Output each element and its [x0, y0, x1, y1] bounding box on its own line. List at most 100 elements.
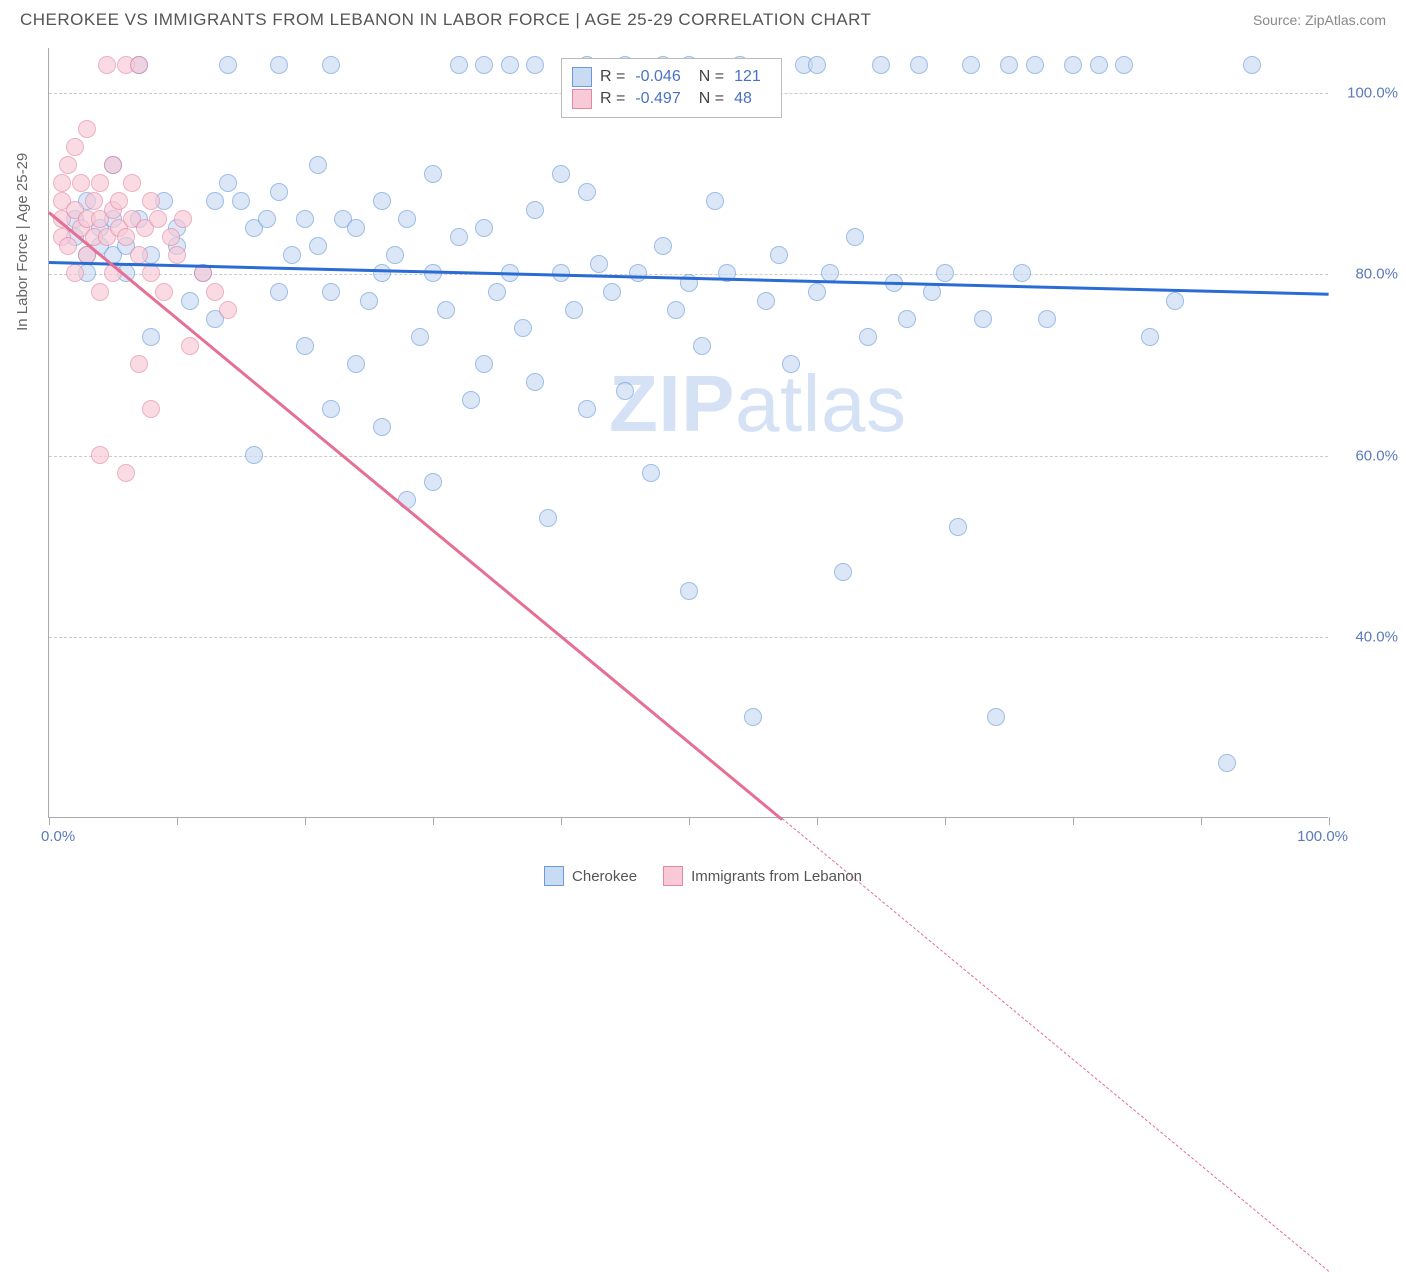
stat-row: R =-0.497N =48: [572, 89, 771, 109]
data-point: [437, 301, 455, 319]
data-point: [219, 56, 237, 74]
x-tick: [177, 817, 178, 825]
x-tick: [817, 817, 818, 825]
data-point: [78, 120, 96, 138]
data-point: [296, 210, 314, 228]
data-point: [130, 246, 148, 264]
data-point: [450, 56, 468, 74]
series-swatch: [572, 67, 592, 87]
data-point: [808, 56, 826, 74]
data-point: [578, 400, 596, 418]
chart-title: CHEROKEE VS IMMIGRANTS FROM LEBANON IN L…: [20, 10, 871, 30]
data-point: [411, 328, 429, 346]
x-tick: [1201, 817, 1202, 825]
data-point: [117, 228, 135, 246]
data-point: [149, 210, 167, 228]
data-point: [162, 228, 180, 246]
data-point: [373, 264, 391, 282]
stat-row: R =-0.046N =121: [572, 67, 771, 87]
data-point: [680, 582, 698, 600]
data-point: [962, 56, 980, 74]
bottom-legend: CherokeeImmigrants from Lebanon: [544, 866, 862, 886]
y-tick-label: 60.0%: [1355, 447, 1398, 464]
data-point: [386, 246, 404, 264]
data-point: [565, 301, 583, 319]
data-point: [270, 283, 288, 301]
data-point: [168, 246, 186, 264]
data-point: [130, 355, 148, 373]
data-point: [59, 237, 77, 255]
data-point: [834, 563, 852, 581]
data-point: [130, 56, 148, 74]
x-label-end: 100.0%: [1297, 828, 1348, 845]
data-point: [1218, 754, 1236, 772]
data-point: [859, 328, 877, 346]
legend-label: Immigrants from Lebanon: [691, 868, 862, 885]
data-point: [206, 283, 224, 301]
data-point: [526, 56, 544, 74]
data-point: [1000, 56, 1018, 74]
data-point: [1013, 264, 1031, 282]
data-point: [91, 283, 109, 301]
data-point: [373, 192, 391, 210]
data-point: [91, 174, 109, 192]
scatter-chart: ZIPatlas 40.0%60.0%80.0%100.0%0.0%100.0%…: [48, 48, 1328, 818]
data-point: [347, 219, 365, 237]
data-point: [526, 201, 544, 219]
data-point: [98, 56, 116, 74]
y-tick-label: 80.0%: [1355, 266, 1398, 283]
data-point: [123, 174, 141, 192]
gridline: [49, 456, 1328, 457]
legend-swatch: [544, 866, 564, 886]
data-point: [1141, 328, 1159, 346]
legend-item: Immigrants from Lebanon: [663, 866, 862, 886]
x-tick: [689, 817, 690, 825]
data-point: [552, 165, 570, 183]
data-point: [91, 446, 109, 464]
data-point: [475, 355, 493, 373]
data-point: [1166, 292, 1184, 310]
data-point: [270, 183, 288, 201]
data-point: [322, 400, 340, 418]
data-point: [53, 174, 71, 192]
x-tick: [49, 817, 50, 825]
data-point: [72, 174, 90, 192]
data-point: [475, 219, 493, 237]
chart-header: CHEROKEE VS IMMIGRANTS FROM LEBANON IN L…: [0, 0, 1406, 30]
x-tick: [561, 817, 562, 825]
data-point: [142, 328, 160, 346]
data-point: [654, 237, 672, 255]
x-tick: [305, 817, 306, 825]
x-tick: [433, 817, 434, 825]
data-point: [706, 192, 724, 210]
data-point: [974, 310, 992, 328]
data-point: [322, 283, 340, 301]
data-point: [232, 192, 250, 210]
data-point: [987, 708, 1005, 726]
y-tick-label: 40.0%: [1355, 628, 1398, 645]
data-point: [270, 56, 288, 74]
data-point: [85, 192, 103, 210]
data-point: [283, 246, 301, 264]
data-point: [142, 192, 160, 210]
data-point: [462, 391, 480, 409]
data-point: [488, 283, 506, 301]
data-point: [616, 382, 634, 400]
data-point: [808, 283, 826, 301]
data-point: [142, 264, 160, 282]
data-point: [910, 56, 928, 74]
data-point: [475, 56, 493, 74]
data-point: [66, 138, 84, 156]
data-point: [398, 210, 416, 228]
data-point: [66, 264, 84, 282]
x-tick: [945, 817, 946, 825]
data-point: [59, 156, 77, 174]
data-point: [590, 255, 608, 273]
data-point: [219, 301, 237, 319]
data-point: [514, 319, 532, 337]
data-point: [667, 301, 685, 319]
chart-source: Source: ZipAtlas.com: [1253, 12, 1386, 28]
gridline: [49, 637, 1328, 638]
data-point: [949, 518, 967, 536]
data-point: [603, 283, 621, 301]
